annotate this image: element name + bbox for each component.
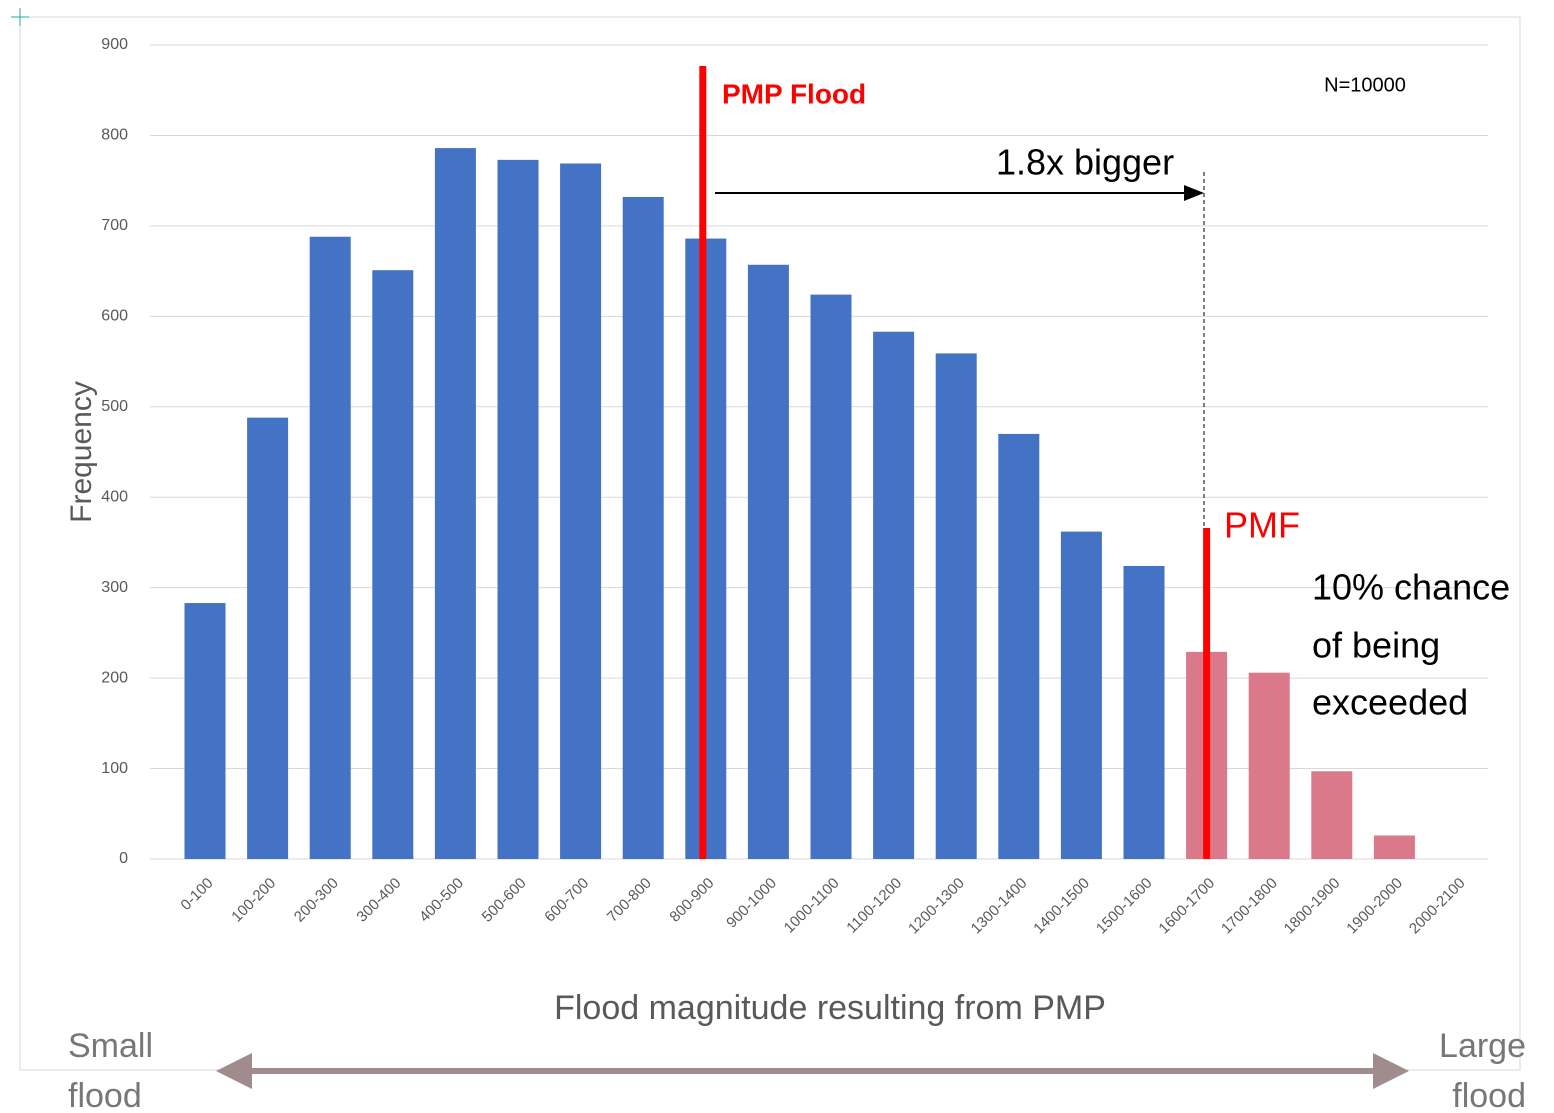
annotation: PMP Flood <box>722 78 866 109</box>
bar <box>247 417 289 859</box>
bar <box>935 353 977 859</box>
bar <box>184 603 226 859</box>
annotation: flood <box>1452 1077 1526 1113</box>
x-tick-label: 900-1000 <box>723 875 780 932</box>
y-tick-label: 200 <box>101 669 128 686</box>
y-tick-label: 800 <box>101 127 128 144</box>
y-tick-label: 600 <box>101 308 128 325</box>
bar <box>434 148 476 859</box>
x-tick-label: 1100-1200 <box>843 875 905 937</box>
x-tick-label: 2000-2100 <box>1406 875 1469 938</box>
x-tick-label: 1000-1100 <box>781 875 843 937</box>
annotation: exceeded <box>1312 682 1468 723</box>
bar <box>1123 565 1165 859</box>
bar <box>497 159 539 859</box>
bar <box>1060 531 1102 859</box>
x-tick-label: 100-200 <box>228 875 279 926</box>
corner-mark <box>11 8 29 26</box>
x-tick-label: 600-700 <box>541 875 592 926</box>
annotation: 1.8x bigger <box>996 142 1174 183</box>
y-tick-label: 500 <box>101 398 128 415</box>
annotation: N=10000 <box>1324 74 1406 96</box>
bar <box>873 331 915 860</box>
x-tick-label: 1600-1700 <box>1155 875 1218 938</box>
x-tick-label: 1900-2000 <box>1343 875 1406 938</box>
annotation: Small <box>68 1027 153 1065</box>
bar <box>372 270 414 859</box>
bar <box>560 163 602 859</box>
x-tick-label: 1200-1300 <box>905 875 968 938</box>
x-tick-label: 800-900 <box>666 875 717 926</box>
bar <box>622 196 664 860</box>
x-tick-label: 200-300 <box>291 875 342 926</box>
x-tick-label: 700-800 <box>604 875 655 926</box>
x-tick-label: 1400-1500 <box>1030 875 1093 938</box>
x-tick-label: 1700-1800 <box>1218 875 1281 938</box>
x-tick-label: 1500-1600 <box>1093 875 1156 938</box>
x-tick-label: 1800-1900 <box>1281 875 1344 938</box>
annotation: Large <box>1439 1027 1526 1065</box>
bar <box>309 236 351 860</box>
x-tick-label: 400-500 <box>416 875 467 926</box>
y-tick-label: 400 <box>101 488 128 505</box>
y-axis-title: Frequency <box>65 381 98 523</box>
x-axis-title: Flood magnitude resulting from PMP <box>554 989 1106 1027</box>
y-tick-label: 100 <box>101 760 128 777</box>
y-tick-label: 300 <box>101 579 128 596</box>
annotation: 10% chance <box>1312 567 1510 608</box>
y-tick-label: 0 <box>119 850 128 867</box>
bar <box>1248 672 1290 859</box>
x-tick-label: 500-600 <box>479 875 530 926</box>
annotation: of being <box>1312 625 1440 666</box>
y-tick-label: 900 <box>101 36 128 53</box>
x-tick-label: 0-100 <box>177 875 216 914</box>
bar <box>810 294 852 859</box>
annotation: flood <box>68 1077 142 1113</box>
bar <box>1373 835 1415 859</box>
y-tick-label: 700 <box>101 217 128 234</box>
x-tick-label: 1300-1400 <box>968 875 1031 938</box>
bar <box>1311 771 1353 859</box>
bar <box>747 264 789 859</box>
bar <box>998 433 1040 859</box>
x-tick-label: 300-400 <box>353 875 404 926</box>
annotation: PMF <box>1224 505 1300 546</box>
